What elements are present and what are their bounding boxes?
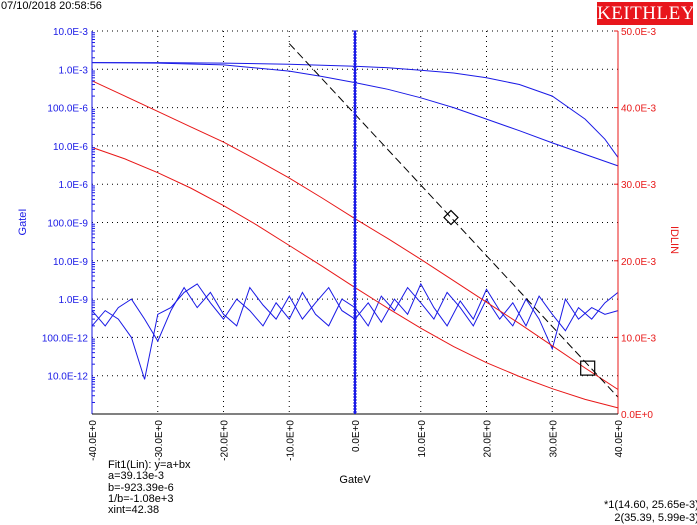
x-tick-label: 20.0E+0 [483, 420, 494, 458]
y-right-tick-label: 40.0E-3 [621, 104, 656, 115]
x-tick-label: -30.0E+0 [154, 420, 165, 461]
timestamp: 07/10/2018 20:58:56 [1, 0, 102, 12]
y-left-tick-label: 100.0E-9 [47, 219, 88, 230]
fit-line [288, 43, 619, 398]
y-right-tick-label: 30.0E-3 [621, 180, 656, 191]
series-line-2 [91, 62, 619, 167]
y-left-tick-label: 10.0E-3 [53, 27, 88, 38]
x-tick-label: -20.0E+0 [220, 420, 231, 461]
y-axis-left-label: GateI [17, 209, 29, 236]
y-right-tick-label: 20.0E-3 [621, 257, 656, 268]
brand-logo: KEITHLEY [597, 3, 695, 24]
axes-layer: -40.0E+0 -30.0E+0 -20.0E+0 -10.0E+0 0.0E+0 10… [42, 27, 657, 461]
y-left-tick-label: 1.0E-6 [59, 180, 89, 191]
brand-logo-background [597, 2, 693, 25]
y-left-tick-label: 10.0E-9 [53, 257, 88, 268]
y-left-tick-label: 10.0E-6 [53, 142, 88, 153]
x-tick-label: -10.0E+0 [285, 420, 296, 461]
x-tick-label: 30.0E+0 [548, 420, 559, 458]
y-right-tick-label: 50.0E-3 [621, 27, 656, 38]
y-left-tick-label: 10.0E-12 [47, 372, 88, 383]
y-left-tick-label: 100.0E-6 [47, 104, 88, 115]
markers-layer [443, 209, 596, 376]
cursor-2-marker [580, 360, 596, 376]
fit-summary: Fit1(Lin): y=a+bx a=39.13e-3 b=-923.39e-… [108, 459, 191, 517]
cursor-2-readout: 2(35.39, 5.99e-3) [614, 512, 697, 524]
cursor-1-readout: *1(14.60, 25.65e-3) [604, 499, 697, 511]
y-right-tick-label: 0.0E+0 [621, 410, 653, 421]
x-tick-label: -40.0E+0 [88, 420, 99, 461]
y-left-tick-label: 100.0E-12 [42, 333, 89, 344]
y-axis-right-label: IDLIN [668, 226, 680, 254]
y-right-tick-label: 10.0E-3 [621, 333, 656, 344]
series-line-1 [92, 62, 619, 158]
cursor-readout: *1(14.60, 25.65e-3) 2(35.39, 5.99e-3) [604, 499, 697, 525]
fit-line-3: b=-923.39e-6 [108, 481, 174, 494]
x-tick-label: 10.0E+0 [417, 420, 428, 458]
y-left-tick-label: 1.0E-9 [59, 295, 89, 306]
x-tick-label: 0.0E+0 [351, 420, 362, 452]
cursor-1-marker [443, 209, 459, 226]
fit-line-4: 1/b=-1.08e+3 [108, 492, 174, 505]
fit-line-2: a=39.13e-3 [108, 470, 164, 483]
y-left-tick-label: 1.0E-3 [59, 65, 89, 76]
x-axis-label: GateV [339, 474, 371, 486]
x-tick-label: 40.0E+0 [614, 420, 625, 458]
fit-line-1: Fit1(Lin): y=a+bx [108, 459, 191, 471]
fit-line-5: xint=42.38 [108, 504, 160, 517]
